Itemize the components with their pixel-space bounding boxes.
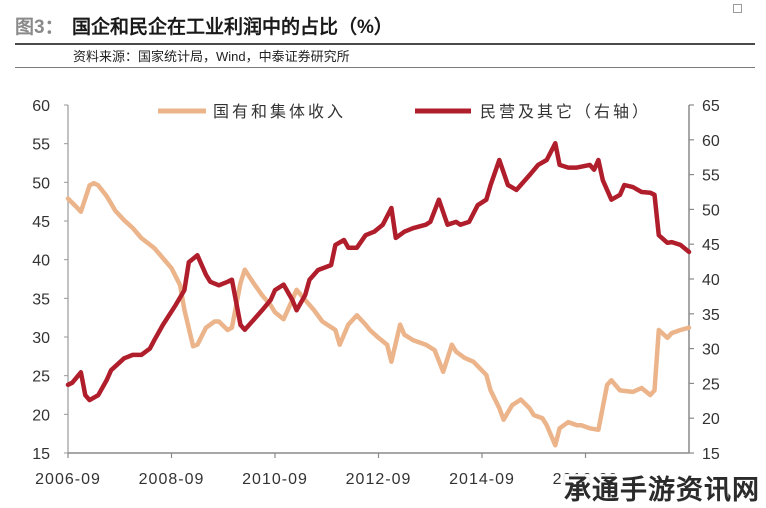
data-source: 资料来源：国家统计局，Wind，中泰证券研究所 — [73, 49, 350, 64]
y-left-tick-label: 45 — [32, 214, 50, 231]
y-right-tick-label: 60 — [702, 133, 720, 150]
y-left-tick-label: 15 — [32, 446, 50, 463]
legend-label-private: 民营及其它（右轴） — [480, 102, 651, 121]
x-tick-label: 2008-09 — [139, 471, 205, 488]
y-right-tick-label: 55 — [702, 168, 720, 185]
chart-header: 图3： 国企和民企在工业利润中的占比（%） 资料来源：国家统计局，Wind，中泰… — [0, 0, 766, 70]
chart-title: 国企和民企在工业利润中的占比（%） — [72, 17, 393, 38]
legend-label-state-collective: 国有和集体收入 — [213, 102, 346, 121]
series-lines — [65, 141, 692, 448]
y-left-tick-label: 30 — [32, 330, 50, 347]
x-tick-label: 2006-09 — [35, 471, 101, 488]
x-tick-label: 2010-09 — [242, 471, 308, 488]
y-right-tick-label: 15 — [702, 446, 720, 463]
y-left-tick-label: 60 — [32, 98, 50, 115]
y-left-tick-label: 35 — [32, 291, 50, 308]
series-line-state-collective — [65, 180, 692, 448]
legend: 国有和集体收入 民营及其它（右轴） — [158, 102, 651, 121]
series-line-private — [65, 141, 692, 403]
watermark: 承通手游资讯网 — [562, 474, 762, 506]
y-left-tick-label: 55 — [32, 137, 50, 154]
figure-label: 图3： — [15, 17, 64, 38]
y-right-tick-label: 20 — [702, 411, 720, 428]
title-divider — [15, 43, 755, 45]
y-right-tick-label: 30 — [702, 342, 720, 359]
corner-square-icon — [733, 4, 742, 13]
y-right-tick-label: 35 — [702, 307, 720, 324]
source-divider — [15, 67, 755, 68]
axes: 15 20 25 30 35 40 45 50 55 60 15 20 25 30 35 40 45 50 55 60… — [32, 98, 720, 488]
x-tick-label: 2014-09 — [449, 471, 515, 488]
y-left-tick-label: 25 — [32, 369, 50, 386]
y-right-tick-label: 65 — [702, 98, 720, 115]
y-right-tick-label: 45 — [702, 237, 720, 254]
x-tick-label: 2012-09 — [346, 471, 412, 488]
y-right-tick-label: 40 — [702, 272, 720, 289]
y-right-tick-label: 50 — [702, 202, 720, 219]
y-left-tick-label: 40 — [32, 253, 50, 270]
y-right-tick-label: 25 — [702, 376, 720, 393]
y-left-tick-label: 20 — [32, 407, 50, 424]
y-left-tick-label: 50 — [32, 175, 50, 192]
